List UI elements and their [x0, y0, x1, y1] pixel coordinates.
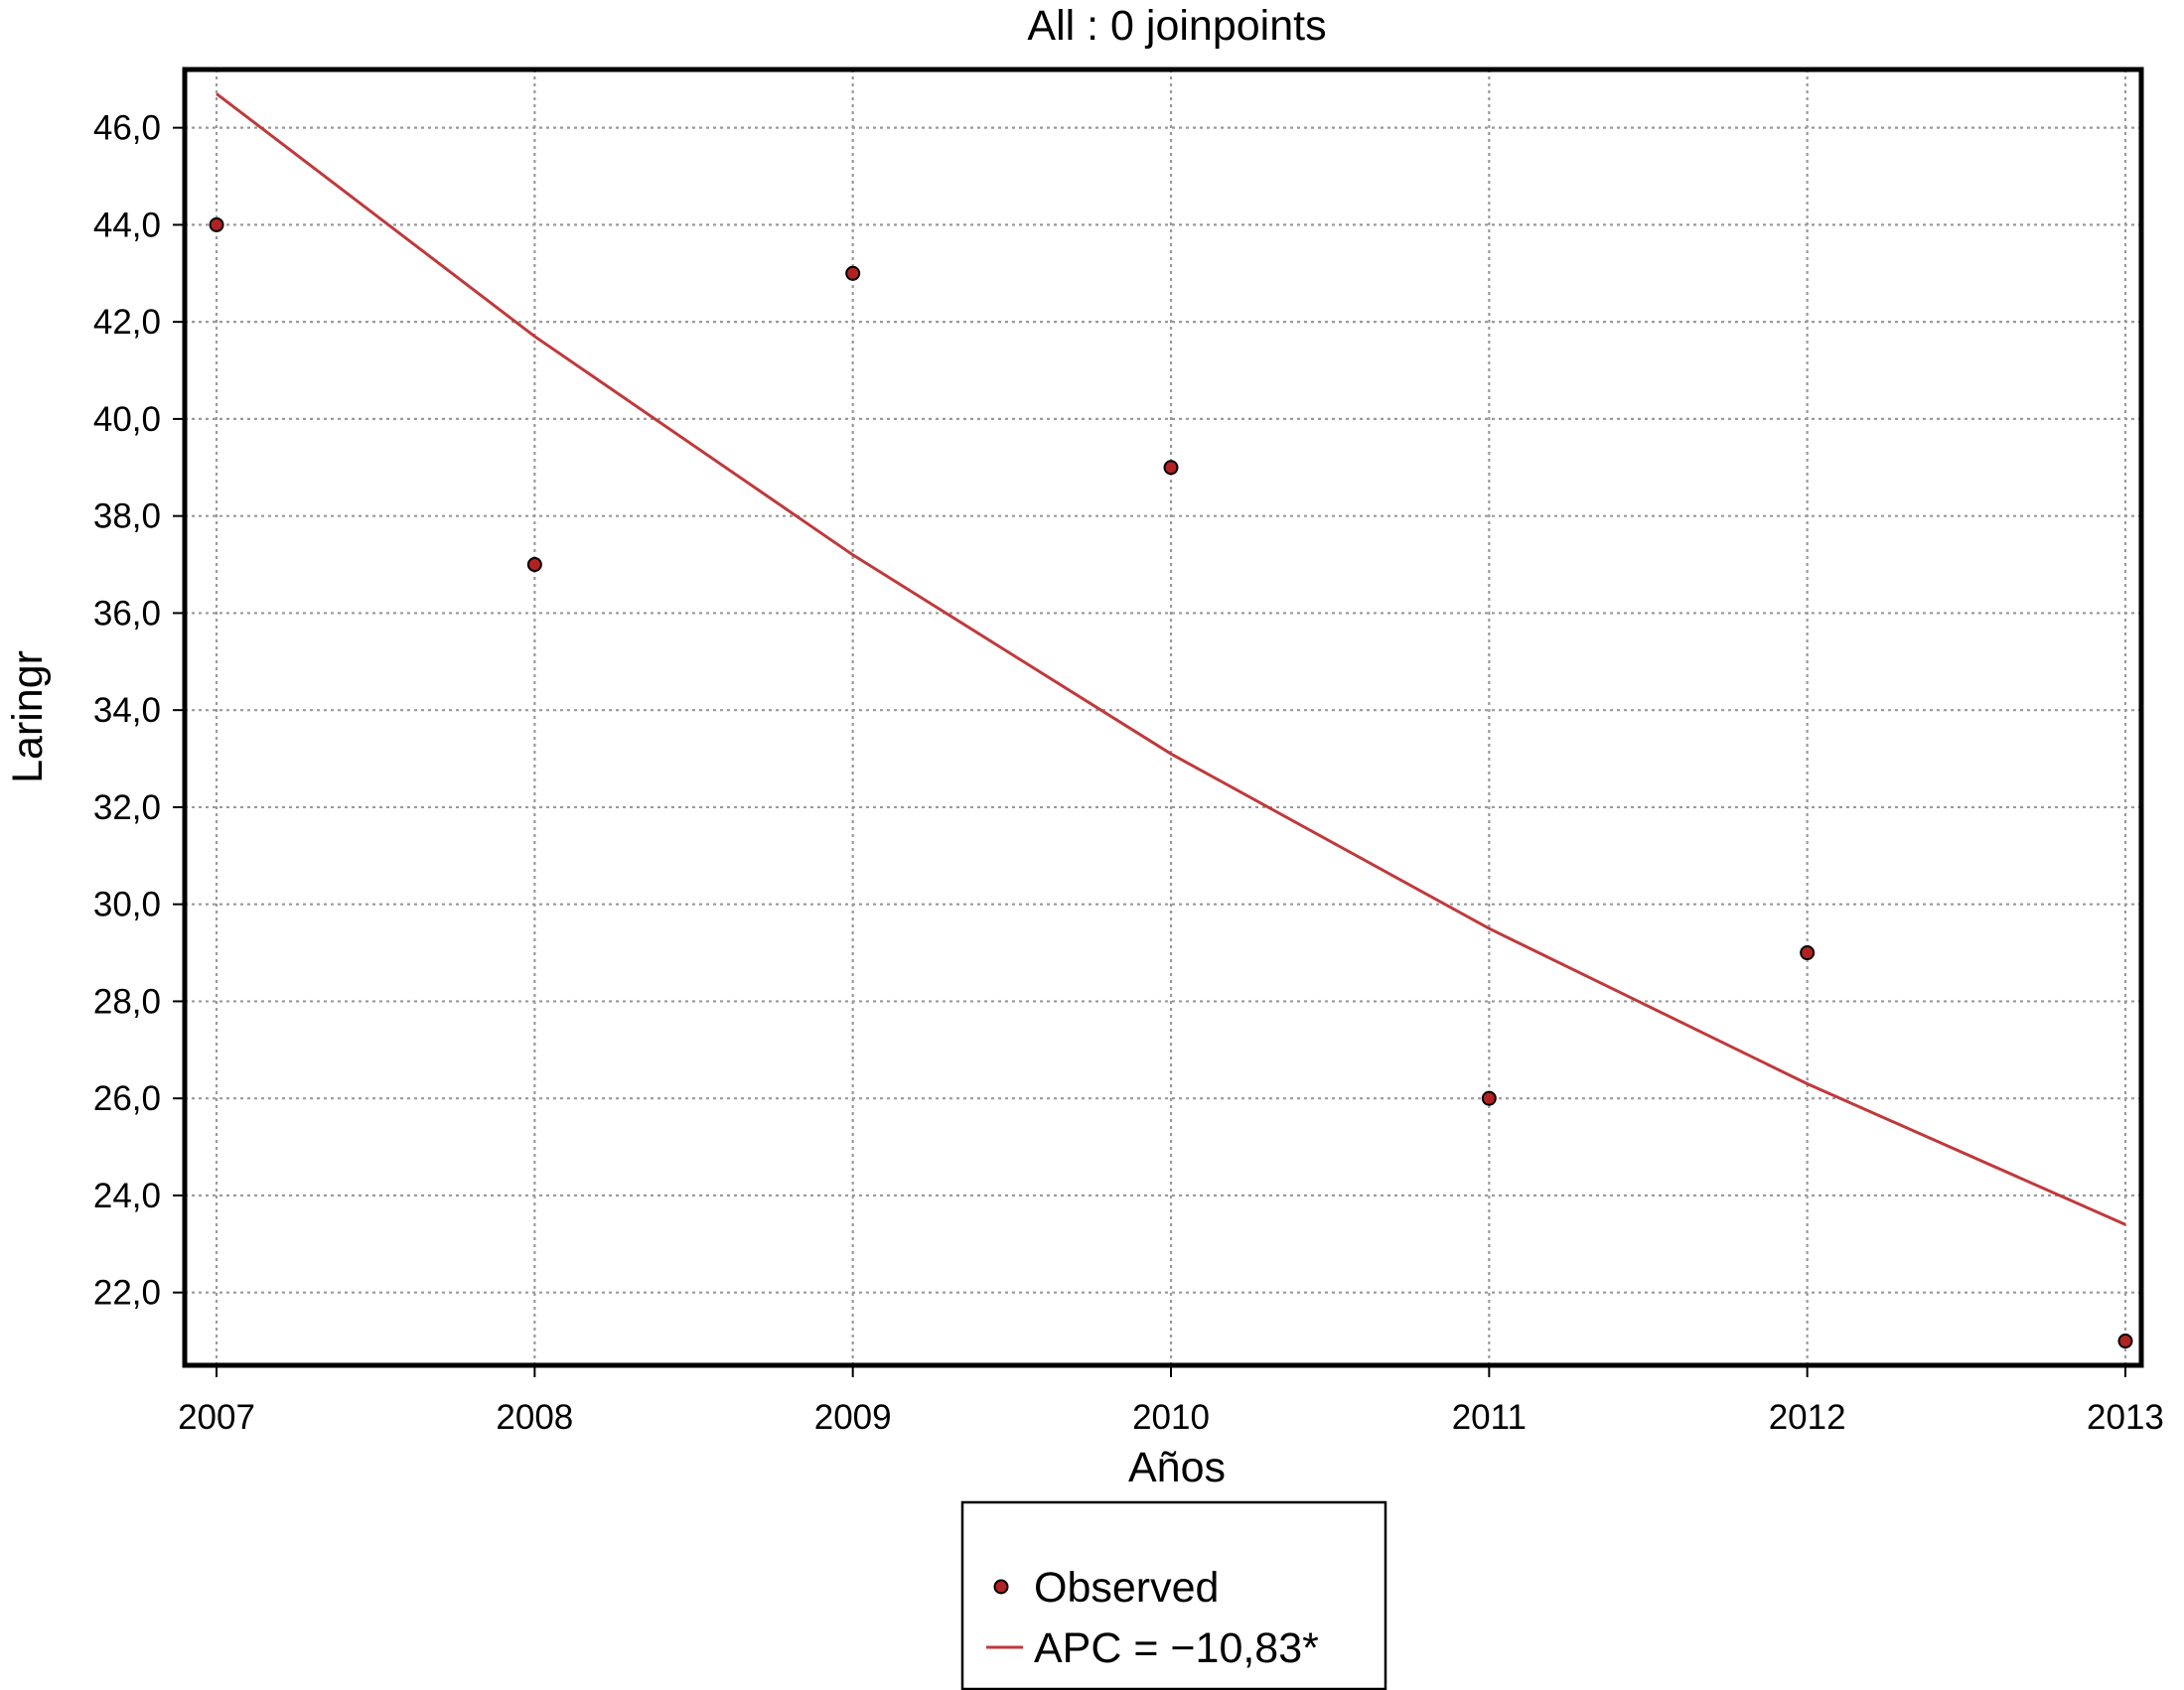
observed-point	[845, 265, 861, 281]
plot-area-frame	[182, 67, 2144, 1368]
legend-apc-label: APC = −10,83*	[1034, 1624, 1319, 1672]
tick-marks	[173, 126, 2126, 1377]
y-tick-label: 34,0	[93, 691, 161, 730]
observed-point	[1163, 460, 1179, 476]
legend-observed-label: Observed	[1034, 1564, 1219, 1612]
observed-point	[1481, 1090, 1497, 1106]
grid	[185, 70, 2141, 1365]
y-tick-label: 26,0	[93, 1079, 161, 1118]
x-axis-label: Años	[1128, 1444, 1226, 1491]
x-tick-label: 2012	[1769, 1398, 1846, 1437]
y-tick-label: 42,0	[93, 303, 161, 342]
y-tick-label: 24,0	[93, 1177, 161, 1215]
legend: Observed APC = −10,83*	[960, 1500, 1387, 1690]
x-tick-label: 2008	[496, 1398, 573, 1437]
y-tick-label: 38,0	[93, 497, 161, 536]
observed-point	[209, 216, 224, 232]
y-tick-label: 30,0	[93, 886, 161, 924]
chart-title: All : 0 joinpoints	[1027, 2, 1326, 50]
y-tick-label: 44,0	[93, 206, 161, 244]
x-tick-label: 2009	[814, 1398, 892, 1437]
observed-point	[1800, 945, 1816, 961]
y-tick-labels: 22,0 24,0 26,0 28,0 30,0 32,0 34,0 36,0 38,0 40,0…	[93, 109, 161, 1313]
legend-observed-marker	[993, 1579, 1009, 1595]
y-axis-label: Laringr	[4, 650, 52, 783]
y-tick-label: 46,0	[93, 109, 161, 148]
y-tick-label: 28,0	[93, 982, 161, 1021]
y-tick-label: 32,0	[93, 788, 161, 827]
observed-point	[526, 557, 542, 573]
observed-point	[2117, 1334, 2133, 1349]
legend-box	[960, 1500, 1387, 1690]
x-tick-labels: 2007 2008 2009 2010 2011 2012 2013	[178, 1398, 2164, 1437]
x-tick-label: 2010	[1132, 1398, 1210, 1437]
y-tick-label: 40,0	[93, 400, 161, 439]
y-tick-label: 36,0	[93, 594, 161, 633]
y-tick-label: 22,0	[93, 1274, 161, 1313]
x-tick-label: 2011	[1452, 1398, 1527, 1437]
x-tick-label: 2013	[2087, 1398, 2164, 1437]
x-tick-label: 2007	[178, 1398, 255, 1437]
trend-line	[216, 92, 2126, 1226]
observed-series	[209, 216, 2133, 1349]
trend-line-series	[216, 92, 2126, 1226]
